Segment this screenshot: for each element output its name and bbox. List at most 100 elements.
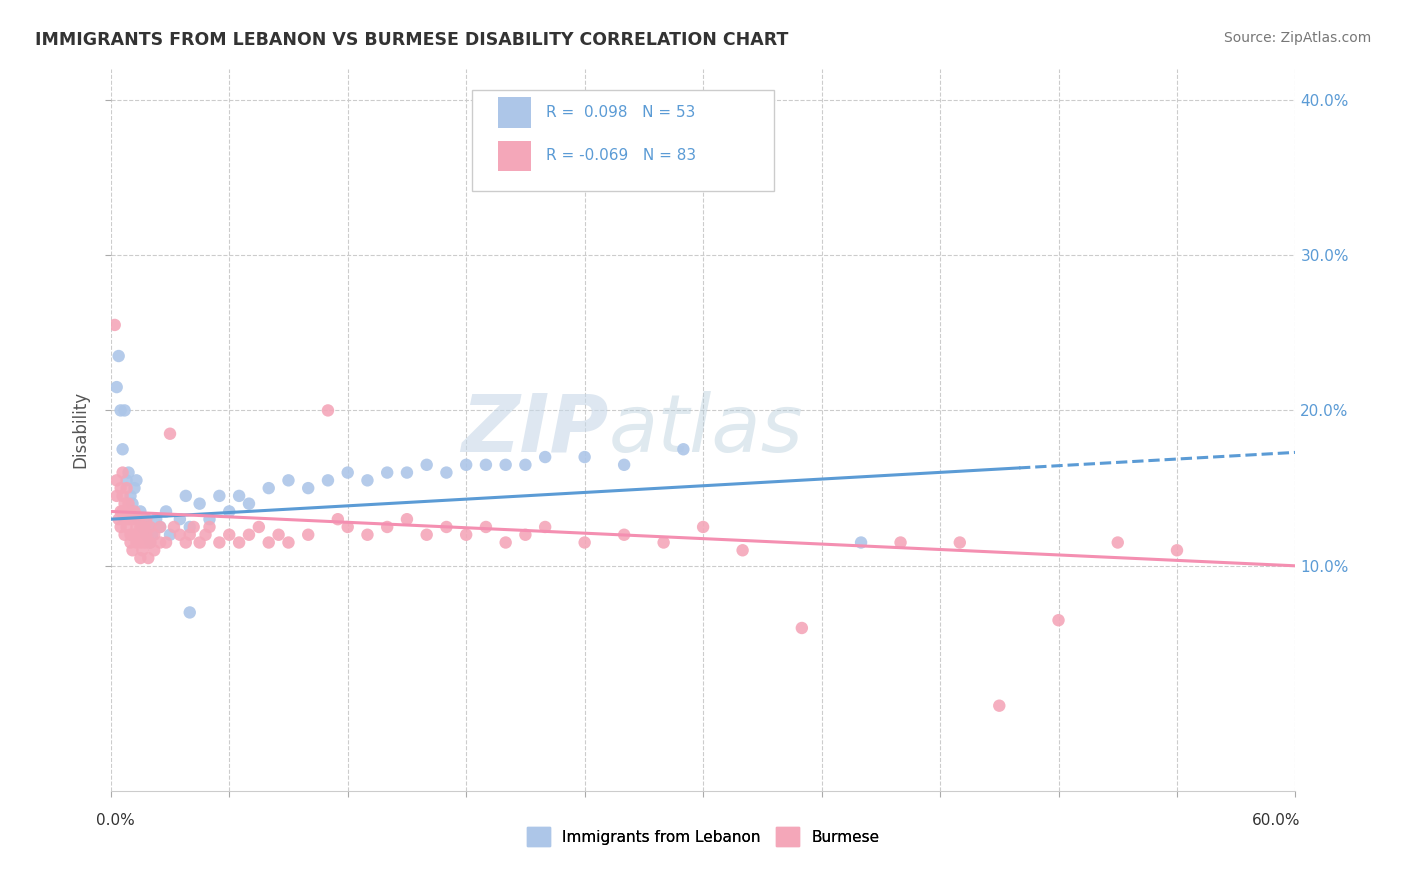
Point	[731, 543, 754, 558]
Point	[120, 489, 142, 503]
Point	[375, 466, 398, 480]
Point	[121, 527, 143, 541]
Point	[159, 426, 181, 441]
Text: 60.0%: 60.0%	[1253, 813, 1301, 828]
Point	[326, 512, 349, 526]
Point	[129, 535, 152, 549]
Point	[395, 512, 418, 526]
Point	[117, 466, 139, 480]
Point	[127, 527, 149, 541]
Point	[143, 527, 166, 541]
FancyBboxPatch shape	[472, 90, 775, 192]
Point	[1107, 535, 1129, 549]
Point	[316, 474, 339, 488]
Point	[145, 512, 167, 526]
Point	[125, 535, 148, 549]
Point	[336, 466, 359, 480]
Point	[134, 512, 156, 526]
Point	[436, 466, 458, 480]
Point	[174, 489, 197, 503]
Point	[574, 535, 596, 549]
Point	[169, 512, 191, 526]
Point	[105, 489, 128, 503]
Point	[179, 520, 201, 534]
Text: Source: ZipAtlas.com: Source: ZipAtlas.com	[1223, 31, 1371, 45]
Point	[198, 520, 221, 534]
Point	[104, 318, 127, 332]
Point	[110, 520, 132, 534]
Point	[117, 497, 139, 511]
Text: IMMIGRANTS FROM LEBANON VS BURMESE DISABILITY CORRELATION CHART: IMMIGRANTS FROM LEBANON VS BURMESE DISAB…	[35, 31, 789, 49]
Point	[136, 520, 159, 534]
Point	[183, 520, 205, 534]
Point	[277, 535, 299, 549]
Point	[121, 512, 143, 526]
Point	[613, 527, 636, 541]
Point	[198, 512, 221, 526]
Point	[336, 520, 359, 534]
Point	[790, 621, 813, 635]
Point	[134, 520, 156, 534]
Point	[179, 606, 201, 620]
Point	[475, 458, 498, 472]
Text: R = -0.069   N = 83: R = -0.069 N = 83	[546, 148, 696, 163]
Point	[267, 527, 290, 541]
Point	[117, 512, 139, 526]
Point	[155, 504, 177, 518]
Point	[890, 535, 912, 549]
Point	[257, 535, 280, 549]
Point	[228, 489, 250, 503]
Point	[135, 512, 157, 526]
Point	[297, 527, 319, 541]
Point	[208, 489, 231, 503]
Point	[188, 497, 211, 511]
Point	[415, 458, 437, 472]
Point	[456, 527, 478, 541]
Point	[194, 527, 217, 541]
Point	[188, 535, 211, 549]
Point	[277, 474, 299, 488]
Point	[115, 474, 138, 488]
Point	[155, 535, 177, 549]
Point	[356, 474, 378, 488]
Point	[139, 535, 162, 549]
Point	[114, 497, 136, 511]
Point	[105, 380, 128, 394]
Point	[1166, 543, 1188, 558]
Point	[988, 698, 1011, 713]
Point	[174, 535, 197, 549]
Point	[375, 520, 398, 534]
Point	[257, 481, 280, 495]
Point	[120, 527, 142, 541]
Legend: Immigrants from Lebanon, Burmese: Immigrants from Lebanon, Burmese	[520, 822, 886, 852]
Point	[495, 458, 517, 472]
Point	[159, 527, 181, 541]
Point	[613, 458, 636, 472]
Point	[139, 535, 162, 549]
Point	[110, 481, 132, 495]
Text: R =  0.098   N = 53: R = 0.098 N = 53	[546, 105, 695, 120]
Point	[124, 481, 146, 495]
Point	[574, 450, 596, 464]
Point	[456, 458, 478, 472]
Point	[135, 527, 157, 541]
Point	[114, 512, 136, 526]
Point	[114, 403, 136, 417]
Point	[415, 527, 437, 541]
Point	[121, 497, 143, 511]
Point	[127, 512, 149, 526]
Point	[111, 504, 134, 518]
Point	[111, 442, 134, 457]
Point	[111, 489, 134, 503]
Point	[114, 527, 136, 541]
Point	[238, 527, 260, 541]
Point	[238, 497, 260, 511]
Point	[436, 520, 458, 534]
Point	[110, 403, 132, 417]
Y-axis label: Disability: Disability	[72, 392, 89, 468]
Point	[120, 504, 142, 518]
Point	[297, 481, 319, 495]
Point	[228, 535, 250, 549]
Point	[149, 520, 172, 534]
FancyBboxPatch shape	[498, 141, 531, 171]
